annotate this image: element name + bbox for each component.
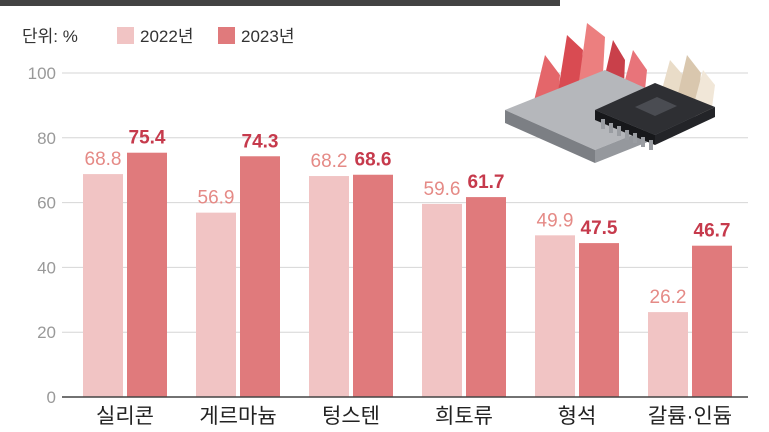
value-label-2023: 68.6 — [355, 150, 392, 171]
bar-2023 — [466, 197, 506, 397]
value-label-2023: 75.4 — [129, 128, 166, 149]
title-fragment — [0, 0, 560, 6]
y-tick-label: 80 — [37, 129, 56, 148]
bar-2023 — [240, 156, 280, 397]
bar-2023 — [127, 152, 167, 397]
bar-2022 — [83, 174, 123, 397]
y-tick-label: 60 — [37, 194, 56, 213]
y-tick-label: 20 — [37, 323, 56, 342]
value-label-2022: 49.9 — [537, 210, 574, 231]
bar-2022 — [535, 235, 575, 397]
value-label-2022: 26.2 — [650, 287, 687, 308]
value-label-2022: 68.8 — [85, 149, 122, 170]
category-labels: 실리콘 게르마늄 텅스텐 희토류 형석 갈륨·인듐 — [96, 405, 732, 428]
value-label-2023: 46.7 — [694, 221, 731, 242]
category-label: 희토류 — [435, 405, 493, 428]
bar-2023 — [692, 245, 732, 397]
y-tick-label: 0 — [47, 388, 56, 407]
value-label-2022: 59.6 — [424, 179, 461, 200]
category-label: 형석 — [558, 405, 597, 428]
y-tick-label: 100 — [28, 64, 56, 83]
bar-2022 — [309, 176, 349, 397]
category-label: 갈륨·인듐 — [648, 405, 732, 428]
y-axis-ticks: 0 20 40 60 80 100 — [28, 64, 56, 407]
value-label-2023: 74.3 — [242, 131, 279, 152]
legend-swatch-2022 — [117, 27, 134, 44]
category-label: 텅스텐 — [322, 405, 380, 428]
category-label: 게르마늄 — [199, 405, 276, 428]
value-label-2023: 47.5 — [581, 218, 618, 239]
y-tick-label: 40 — [37, 258, 56, 277]
bar-2023 — [579, 243, 619, 397]
value-label-2022: 56.9 — [198, 188, 235, 209]
category-label: 실리콘 — [96, 405, 154, 428]
bars — [83, 152, 732, 397]
value-label-2022: 68.2 — [311, 151, 348, 172]
legend-label-2022: 2022년 — [140, 27, 193, 46]
legend-swatch-2023 — [218, 27, 235, 44]
value-label-2023: 61.7 — [468, 172, 505, 193]
bar-2022 — [422, 203, 462, 397]
bar-2022 — [648, 312, 688, 397]
semiconductor-chip-with-crystals-illustration — [505, 23, 715, 163]
bar-2023 — [353, 174, 393, 397]
legend-label-2023: 2023년 — [241, 27, 294, 46]
legend: 단위: % 2022년 2023년 — [22, 27, 294, 46]
unit-label: 단위: % — [22, 27, 78, 46]
value-labels: 68.8 75.4 56.9 74.3 68.2 68.6 59.6 61.7 49.9 47.5… — [85, 128, 731, 308]
bar-2022 — [196, 212, 236, 397]
